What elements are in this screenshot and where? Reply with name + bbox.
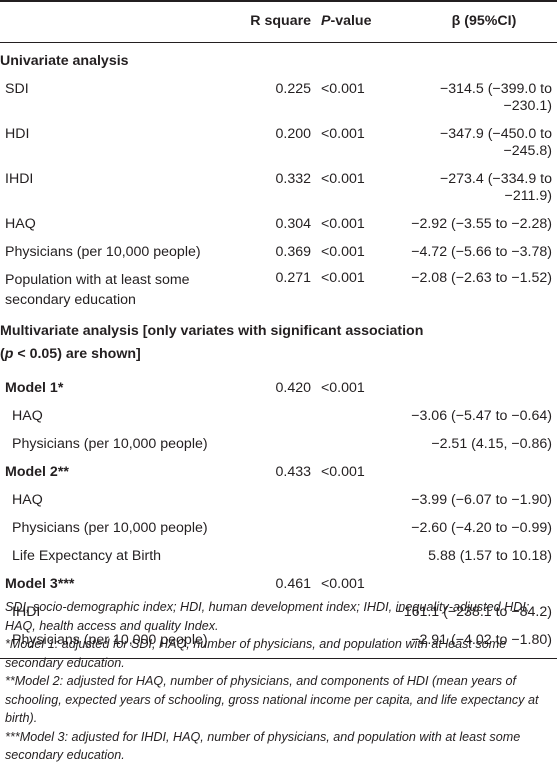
section-heading-univariate: Univariate analysis <box>0 42 557 76</box>
table-footnotes: SDI, socio-demographic index; HDI, human… <box>5 598 551 765</box>
row-label-line-2: secondary education <box>5 291 136 308</box>
model-r-square: 0.420 <box>275 379 311 396</box>
model-name: Model 2** <box>5 463 69 480</box>
table-row: HAQ 0.304 <0.001 −2.92 (−3.55 to −2.28) <box>0 211 557 239</box>
row-label: HAQ <box>12 491 43 508</box>
multivariate-title-rest: < 0.05) are shown] <box>13 345 141 362</box>
row-label: IHDI <box>12 603 41 620</box>
table-row: Physicians (per 10,000 people) −2.91 (−4… <box>0 626 557 659</box>
table-header-row: R square P-value β (95%CI) <box>0 0 557 43</box>
row-p-value: <0.001 <box>321 215 365 232</box>
row-beta: −347.9 (−450.0 to −245.8) <box>439 125 552 159</box>
model-name: Model 1* <box>5 379 64 396</box>
table-row: Life Expectancy at Birth 5.88 (1.57 to 1… <box>0 543 557 571</box>
row-beta: 5.88 (1.57 to 10.18) <box>428 547 552 564</box>
model-row-3: Model 3*** 0.461 <0.001 <box>0 571 557 599</box>
row-r-square: 0.304 <box>275 215 311 232</box>
row-label: Life Expectancy at Birth <box>12 547 162 564</box>
multivariate-title-p: p <box>4 345 14 362</box>
model-row-2: Model 2** 0.433 <0.001 <box>0 459 557 487</box>
model-r-square: 0.461 <box>275 575 311 592</box>
table-row: IHDI 0.332 <0.001 −273.4 (−334.9 to −211… <box>0 166 557 211</box>
row-label: IHDI <box>5 170 34 187</box>
footnote-model-2: **Model 2: adjusted for HAQ, number of p… <box>5 674 539 725</box>
row-beta: −2.92 (−3.55 to −2.28) <box>411 215 552 232</box>
multivariate-title-open: ( <box>0 345 5 362</box>
row-label: Physicians (per 10,000 people) <box>12 435 208 452</box>
header-p-value: P-value <box>316 0 391 43</box>
model-row-1: Model 1* 0.420 <0.001 <box>0 375 557 403</box>
row-r-square: 0.369 <box>275 243 311 260</box>
model-p-value: <0.001 <box>321 463 365 480</box>
row-beta: −161.1 (−238.1 to −84.2) <box>395 603 552 620</box>
row-p-value: <0.001 <box>321 125 365 142</box>
row-beta: −2.08 (−2.63 to −1.52) <box>411 269 552 286</box>
row-beta: −2.60 (−4.20 to −0.99) <box>411 519 552 536</box>
table-row: Population with at least some secondary … <box>0 267 557 313</box>
results-table: R square P-value β (95%CI) Univariate an… <box>0 0 557 659</box>
table-row: HAQ −3.99 (−6.07 to −1.90) <box>0 487 557 515</box>
row-label: Physicians (per 10,000 people) <box>5 243 201 260</box>
header-p-italic: P <box>321 13 331 29</box>
row-p-value: <0.001 <box>321 243 365 260</box>
header-p-rest: -value <box>330 13 372 29</box>
footnote-model-1: *Model 1: adjusted for SDI, HAQ, number … <box>5 637 507 670</box>
footnote-abbreviations: SDI, socio-demographic index; HDI, human… <box>5 600 530 633</box>
row-label: HAQ <box>5 215 36 232</box>
model-p-value: <0.001 <box>321 575 365 592</box>
table-row: Physicians (per 10,000 people) −2.51 (4.… <box>0 431 557 459</box>
row-label: Physicians (per 10,000 people) <box>12 519 208 536</box>
model-name: Model 3*** <box>5 575 75 592</box>
row-label: Physicians (per 10,000 people) <box>0 626 250 659</box>
model-r-square: 0.433 <box>275 463 311 480</box>
row-beta: −3.99 (−6.07 to −1.90) <box>411 491 552 508</box>
row-beta: −273.4 (−334.9 to −211.9) <box>439 170 552 204</box>
row-beta: −314.5 (−399.0 to −230.1) <box>439 80 552 114</box>
table-row: Physicians (per 10,000 people) −2.60 (−4… <box>0 515 557 543</box>
row-p-value: <0.001 <box>321 170 365 187</box>
header-beta: β (95%CI) <box>391 0 557 43</box>
row-label: Population with at least some secondary … <box>0 267 250 313</box>
row-p-value: <0.001 <box>321 269 365 286</box>
multivariate-title-line-1: Multivariate analysis [only variates wit… <box>0 322 424 339</box>
row-r-square: 0.271 <box>275 269 311 286</box>
row-p-value: <0.001 <box>321 80 365 97</box>
table-row: SDI 0.225 <0.001 −314.5 (−399.0 to −230.… <box>0 76 557 121</box>
table-row: IHDI −161.1 (−238.1 to −84.2) <box>0 599 557 627</box>
univariate-title: Univariate analysis <box>0 52 129 69</box>
row-label: HAQ <box>12 407 43 424</box>
footnote-model-3: ***Model 3: adjusted for IHDI, HAQ, numb… <box>5 729 521 763</box>
section-heading-multivariate: Multivariate analysis [only variates wit… <box>0 313 557 375</box>
row-label-line-1: Population with at least some <box>5 271 190 288</box>
header-r-square: R square <box>250 0 316 43</box>
row-label: SDI <box>5 80 29 97</box>
row-label: HDI <box>5 125 30 142</box>
table-row: HDI 0.200 <0.001 −347.9 (−450.0 to −245.… <box>0 121 557 166</box>
row-r-square: 0.332 <box>275 170 311 187</box>
row-r-square: 0.225 <box>275 80 311 97</box>
model-p-value: <0.001 <box>321 379 365 396</box>
row-beta: −2.91 (−4.02 to −1.80) <box>391 626 557 659</box>
table-row: HAQ −3.06 (−5.47 to −0.64) <box>0 403 557 431</box>
table-row: Physicians (per 10,000 people) 0.369 <0.… <box>0 239 557 267</box>
row-beta: −2.51 (4.15, −0.86) <box>431 435 552 452</box>
header-label <box>0 0 250 43</box>
row-beta: −4.72 (−5.66 to −3.78) <box>411 243 552 260</box>
multivariate-title: Multivariate analysis [only variates wit… <box>0 313 557 375</box>
row-r-square: 0.200 <box>275 125 311 142</box>
row-beta: −3.06 (−5.47 to −0.64) <box>411 407 552 424</box>
